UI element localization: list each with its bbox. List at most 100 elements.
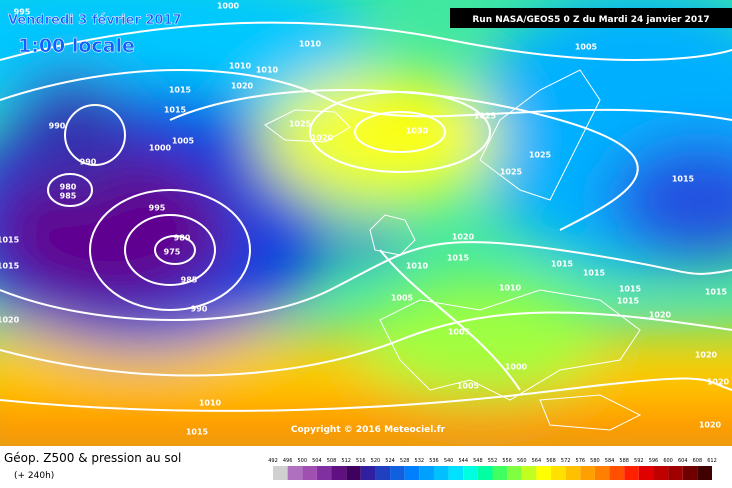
scale-label: 584 [605, 458, 615, 464]
scale-swatch [507, 466, 522, 480]
isobar-label: 1015 [447, 254, 470, 263]
scale-swatch [521, 466, 537, 480]
isobar-label: 1000 [505, 363, 528, 372]
isobar-label: 1015 [617, 297, 640, 306]
scale-swatch [580, 466, 595, 480]
scale-swatch [682, 466, 698, 480]
scale-label: 544 [458, 458, 468, 464]
isobar-label: 990 [80, 158, 97, 167]
isobar-label: 1015 [164, 106, 187, 115]
scale-swatch [433, 466, 449, 480]
copyright: Copyright © 2016 Meteociel.fr [291, 425, 446, 435]
scale-label: 500 [297, 458, 307, 464]
scale-swatch [331, 466, 347, 480]
scale-swatch [316, 466, 332, 480]
scale-label: 604 [678, 458, 688, 464]
run-box [450, 8, 732, 28]
scale-label: 524 [385, 458, 395, 464]
isobar-label: 990 [191, 305, 208, 314]
isobar-label: 1010 [499, 284, 522, 293]
scale-swatch [638, 466, 654, 480]
scale-label: 504 [312, 458, 322, 464]
scale-swatch [551, 466, 566, 480]
isobar-label: 1010 [406, 262, 429, 271]
isobar-label: 1005 [172, 137, 195, 146]
isobar-label: 980 [60, 183, 77, 192]
isobar-label: 985 [60, 192, 77, 201]
isobar-label: 1015 [672, 175, 695, 184]
isobar-label: 1020 [231, 82, 254, 91]
scale-label: 496 [283, 458, 293, 464]
scale-swatch [375, 466, 391, 480]
scale-label: 540 [444, 458, 454, 464]
coastlines [264, 69, 642, 431]
scale-label: 520 [371, 458, 381, 464]
isobar-label: 980 [174, 234, 191, 243]
isobar-label: 1010 [256, 66, 279, 75]
isobar-label: 1025 [289, 120, 312, 129]
scale-swatch [287, 466, 303, 480]
scale-swatch [492, 466, 508, 480]
scale-swatch [609, 466, 625, 480]
scale-swatch [565, 466, 581, 480]
isobar-label: 1005 [457, 382, 480, 391]
isobar-label: 1020 [695, 351, 718, 360]
date-text: Vendredi 3 février 2017 [8, 13, 182, 28]
isobar-label: 995 [14, 8, 31, 17]
legend-title: Géop. Z500 & pression au sol [4, 451, 181, 465]
scale-label: 508 [327, 458, 337, 464]
isobar-label: 1005 [391, 294, 414, 303]
isobar-label: 1010 [229, 62, 252, 71]
scale-swatch [624, 466, 639, 480]
scale-label: 592 [634, 458, 644, 464]
scale-swatch [419, 466, 434, 480]
scale-label: 576 [576, 458, 586, 464]
isobar-label: 1010 [199, 399, 222, 408]
scale-label: 596 [649, 458, 659, 464]
isobar-label: 1020 [699, 421, 722, 430]
scale-swatch [404, 466, 420, 480]
scale-label: 552 [488, 458, 498, 464]
isobar-label: 1000 [149, 144, 172, 153]
scale-swatch [302, 466, 317, 480]
scale-label: 600 [663, 458, 673, 464]
isobar-label: 990 [49, 122, 66, 131]
isobar-label: 1015 [583, 269, 606, 278]
scale-swatch [360, 466, 376, 480]
isobar-label: 1020 [649, 311, 672, 320]
isobar-label: 985 [181, 276, 198, 285]
scale-label: 556 [502, 458, 512, 464]
scale-swatch [448, 466, 464, 480]
scale-label: 512 [341, 458, 351, 464]
scale-swatch [697, 466, 712, 480]
legend-lead: (+ 240h) [14, 471, 54, 481]
scale-label: 580 [590, 458, 600, 464]
isobars [0, 21, 732, 412]
scale-label: 532 [415, 458, 425, 464]
scale-label: 564 [532, 458, 542, 464]
isobar-label: 1020 [452, 233, 475, 242]
isobar-label: 1015 [186, 428, 209, 437]
scale-label: 608 [693, 458, 703, 464]
isobar-label: 1020 [0, 316, 20, 325]
scale-swatch [463, 466, 478, 480]
scale-label: 548 [473, 458, 483, 464]
scale-label: 572 [561, 458, 571, 464]
isobar-label: 1000 [217, 2, 240, 11]
isobar-label: 1015 [0, 262, 20, 271]
scale-swatch [594, 466, 610, 480]
scale-swatch [390, 466, 405, 480]
isobar-label: 1020 [707, 378, 730, 387]
isobar-label: 1025 [474, 112, 497, 121]
isobar-label: 1025 [500, 168, 523, 177]
isobar-label: 1005 [575, 43, 598, 52]
isobar-label: 975 [164, 248, 181, 257]
isobar-label: 1020 [311, 134, 334, 143]
scale-label: 516 [356, 458, 366, 464]
scale-swatch [536, 466, 552, 480]
color-scale: 492 496 500 504 508 512 516 520 524 528 532 536 540 5… [268, 458, 717, 480]
scale-swatch [273, 466, 288, 480]
